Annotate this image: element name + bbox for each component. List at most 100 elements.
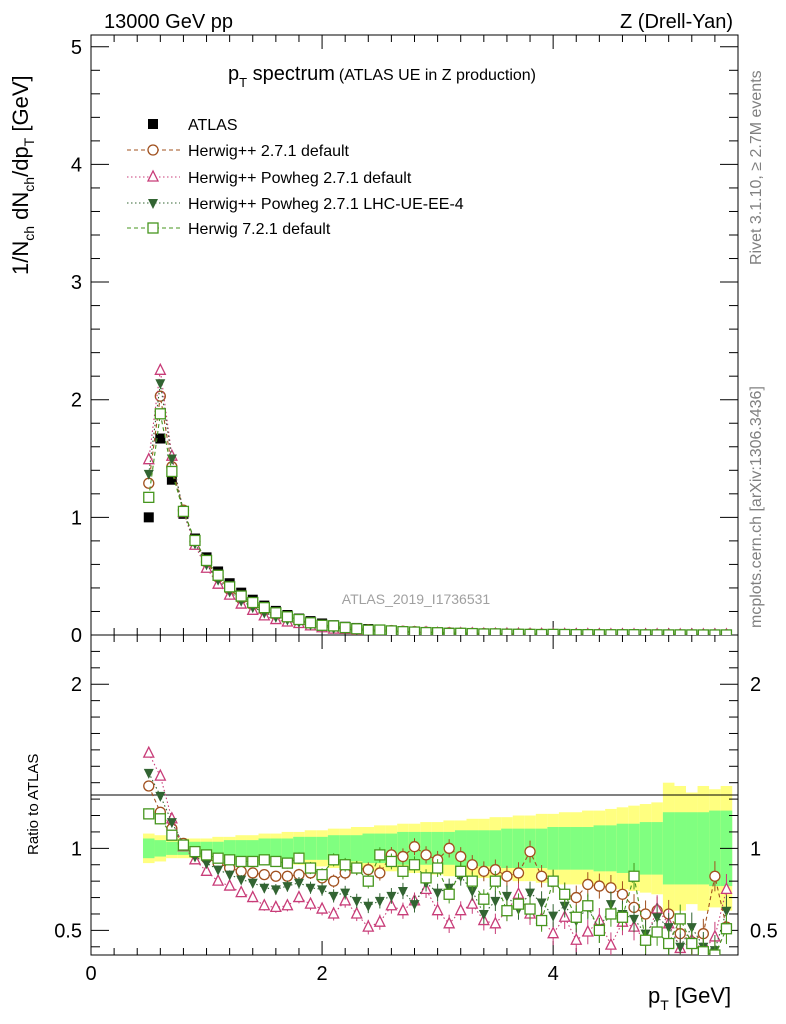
series-point-ratio (489, 875, 502, 887)
series-point-top (304, 617, 317, 629)
series-point-ratio (281, 857, 294, 869)
series-point-ratio (443, 842, 455, 854)
header-right: Z (Drell-Yan) (620, 11, 733, 33)
band-inner-bin (154, 840, 167, 857)
band-inner-bin (270, 838, 282, 859)
series-point-top (316, 619, 328, 631)
band-inner-bin (142, 838, 155, 859)
series-point-ratio (443, 888, 455, 900)
series-point-top (327, 620, 340, 632)
band-inner-bin (651, 822, 663, 875)
series-point-ratio (363, 901, 374, 912)
series-point-ratio (525, 888, 536, 899)
legend-label: Herwig++ Powheg 2.7.1 default (188, 170, 412, 187)
series-point-top (455, 627, 467, 635)
series-point-ratio (582, 878, 594, 891)
y-tick-label-top: 3 (71, 272, 82, 294)
series-point-ratio (709, 870, 721, 882)
band-inner-bin (547, 827, 559, 870)
series-point-top (212, 569, 224, 581)
series-point-ratio (385, 898, 398, 911)
series-point-ratio (663, 937, 675, 950)
band-inner-bin (316, 836, 328, 860)
series-point-top (166, 465, 178, 478)
y-axis-label-top: 1/Nch dNch/dpT [GeV] (8, 75, 37, 275)
series-point-ratio (489, 916, 502, 929)
series-point-ratio (362, 875, 374, 887)
legend-marker (147, 222, 159, 234)
y-tick-label-top: 5 (71, 37, 82, 59)
y-tick-label-ratio: 0.5 (54, 920, 82, 942)
series-point-ratio (270, 855, 282, 868)
series-point-ratio (281, 898, 294, 911)
series-point-ratio (686, 923, 697, 934)
series-point-ratio (478, 893, 490, 905)
series-point-top (200, 554, 213, 567)
series-point-top (293, 613, 305, 626)
legend-marker (148, 119, 158, 129)
header-left: 13000 GeV pp (104, 11, 233, 33)
atlas-point (143, 512, 154, 523)
y-tick-label-top: 1 (71, 507, 82, 529)
series-point-top (154, 390, 166, 402)
x-axis-label: pT [GeV] (648, 983, 731, 1013)
series-point-ratio (490, 896, 501, 907)
series-point-top (524, 628, 536, 635)
series-point-top (420, 626, 432, 635)
series-point-top (697, 629, 709, 635)
legend-marker (148, 199, 158, 209)
series-point-ratio (305, 883, 316, 894)
series-point-ratio (547, 926, 560, 939)
series-point-ratio (212, 852, 224, 864)
series-point-ratio (293, 852, 305, 864)
series-point-ratio (339, 859, 351, 871)
series-point-top (663, 629, 675, 635)
y-tick-label-ratio: 2 (71, 674, 82, 696)
x-tick-label: 4 (548, 963, 559, 985)
series-point-ratio (385, 855, 398, 868)
series-point-ratio (224, 870, 235, 881)
series-point-ratio (327, 906, 340, 919)
series-point-ratio (548, 911, 559, 922)
series-point-ratio (258, 898, 271, 911)
series-point-ratio (709, 949, 721, 955)
series-point-ratio (593, 924, 606, 937)
series-point-top (177, 505, 190, 518)
series-point-ratio (628, 870, 640, 882)
series-point-top (351, 623, 363, 635)
series-point-top (281, 611, 294, 623)
band-inner-bin (339, 835, 351, 862)
series-point-top (155, 379, 166, 390)
top-panel-data (142, 362, 733, 635)
band-inner-bin (605, 825, 617, 872)
series-point-top (223, 581, 236, 593)
band-inner-bin (674, 812, 687, 885)
series-point-ratio (432, 888, 443, 899)
series-point-ratio (154, 813, 166, 825)
series-point-ratio (720, 923, 733, 935)
rivet-version-text: Rivet 3.1.10, ≥ 2.7M events (748, 70, 765, 265)
series-point-top (709, 629, 721, 635)
series-point-ratio (304, 896, 317, 909)
band-inner-bin (570, 827, 583, 870)
series-point-ratio (386, 891, 397, 902)
band-inner-bin (639, 822, 652, 875)
band-inner-bin (558, 827, 571, 870)
series-point-ratio (582, 900, 594, 912)
band-inner-bin (662, 812, 675, 885)
series-point-ratio (270, 870, 282, 882)
series-point-top (616, 629, 629, 635)
series-point-ratio (512, 898, 525, 910)
y-tick-label-top: 2 (71, 390, 82, 412)
series-point-ratio (213, 865, 224, 876)
series-point-top (154, 408, 166, 420)
series-point-top (385, 625, 398, 635)
series-point-ratio (154, 768, 167, 781)
series-point-top (154, 362, 167, 375)
series-point-ratio (697, 946, 709, 955)
series-point-ratio (293, 878, 304, 889)
y-axis-label-ratio: Ratio to ATLAS (25, 754, 42, 855)
series-point-top (489, 628, 502, 635)
series-point-ratio (593, 880, 606, 892)
legend-marker (147, 144, 159, 156)
